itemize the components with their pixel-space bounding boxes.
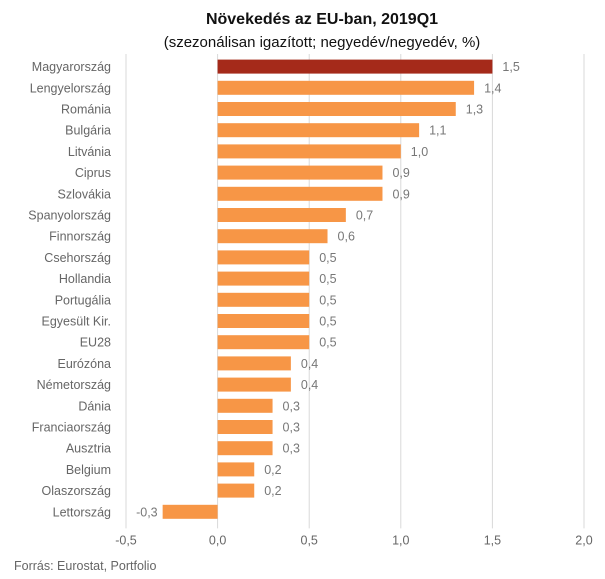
bar-6: [217, 186, 383, 201]
value-label-5: 0,9: [392, 166, 409, 180]
x-tick-label-0: -0,5: [115, 533, 137, 547]
category-label-16: Dánia: [78, 399, 111, 413]
category-label-9: Csehország: [44, 251, 111, 265]
bar-20: [217, 483, 255, 498]
category-label-10: Hollandia: [59, 272, 111, 286]
bar-1: [217, 80, 475, 95]
category-labels: Magyarország Lengyelország Románia Bulgária…: [28, 60, 111, 519]
bars-group: [162, 59, 493, 519]
value-label-1: 1,4: [484, 81, 501, 95]
bar-18: [217, 441, 273, 456]
value-label-15: 0,4: [301, 378, 318, 392]
source-note: Forrás: Eurostat, Portfolio: [14, 559, 156, 573]
category-label-21: Lettország: [53, 505, 111, 519]
x-tick-label-5: 2,0: [575, 533, 592, 547]
chart-subtitle: (szezonálisan igazított; negyedév/negyed…: [164, 34, 481, 51]
value-label-13: 0,5: [319, 336, 336, 350]
value-labels: 1,51,41,31,11,00,90,90,70,60,50,50,50,50…: [136, 60, 520, 519]
category-label-11: Portugália: [55, 293, 111, 307]
bar-4: [217, 144, 401, 159]
value-label-14: 0,4: [301, 357, 318, 371]
bar-11: [217, 292, 310, 307]
category-label-7: Spanyolország: [28, 209, 111, 223]
bar-19: [217, 462, 255, 477]
category-label-3: Bulgária: [65, 124, 111, 138]
value-label-11: 0,5: [319, 293, 336, 307]
bar-3: [217, 123, 420, 138]
category-label-20: Olaszország: [42, 484, 112, 498]
category-label-13: EU28: [80, 336, 111, 350]
bar-5: [217, 165, 383, 180]
bar-13: [217, 335, 310, 350]
category-label-18: Ausztria: [66, 442, 111, 456]
chart-title: Növekedés az EU-ban, 2019Q1: [206, 11, 438, 28]
x-tick-label-2: 0,5: [301, 533, 318, 547]
bar-17: [217, 420, 273, 434]
x-tick-label-3: 1,0: [392, 533, 409, 547]
value-label-3: 1,1: [429, 124, 446, 138]
category-label-17: Franciaország: [32, 421, 111, 435]
bar-21: [162, 504, 218, 519]
value-label-6: 0,9: [392, 187, 409, 201]
category-label-5: Ciprus: [75, 166, 111, 180]
category-label-2: Románia: [61, 103, 111, 117]
value-label-19: 0,2: [264, 463, 281, 477]
value-label-7: 0,7: [356, 209, 373, 223]
value-label-21: -0,3: [136, 505, 158, 519]
value-label-16: 0,3: [283, 399, 300, 413]
x-axis-tick-labels: -0,5 0,0 0,5 1,0 1,5 2,0: [115, 533, 593, 547]
value-label-2: 1,3: [466, 103, 483, 117]
bar-7: [217, 208, 346, 222]
value-label-4: 1,0: [411, 145, 428, 159]
category-label-4: Litvánia: [68, 145, 111, 159]
bar-2: [217, 102, 456, 116]
category-label-8: Finnország: [49, 230, 111, 244]
bar-12: [217, 314, 310, 328]
bar-8: [217, 229, 328, 244]
category-label-19: Belgium: [66, 463, 111, 477]
category-label-6: Szlovákia: [58, 187, 112, 201]
category-label-15: Németország: [37, 378, 111, 392]
category-label-14: Eurózóna: [57, 357, 111, 371]
category-label-12: Egyesült Kir.: [42, 315, 111, 329]
bar-14: [217, 356, 291, 371]
value-label-18: 0,3: [283, 442, 300, 456]
bar-16: [217, 398, 273, 413]
value-label-8: 0,6: [338, 230, 355, 244]
value-label-10: 0,5: [319, 272, 336, 286]
value-label-0: 1,5: [502, 60, 519, 74]
value-label-12: 0,5: [319, 315, 336, 329]
value-label-9: 0,5: [319, 251, 336, 265]
bar-0: [217, 59, 493, 74]
value-label-20: 0,2: [264, 484, 281, 498]
category-label-1: Lengyelország: [30, 81, 111, 95]
x-tick-label-1: 0,0: [209, 533, 226, 547]
value-label-17: 0,3: [283, 421, 300, 435]
bar-15: [217, 377, 291, 392]
bar-10: [217, 271, 310, 286]
category-label-0: Magyarország: [32, 60, 111, 74]
bar-9: [217, 250, 310, 265]
x-tick-label-4: 1,5: [484, 533, 501, 547]
